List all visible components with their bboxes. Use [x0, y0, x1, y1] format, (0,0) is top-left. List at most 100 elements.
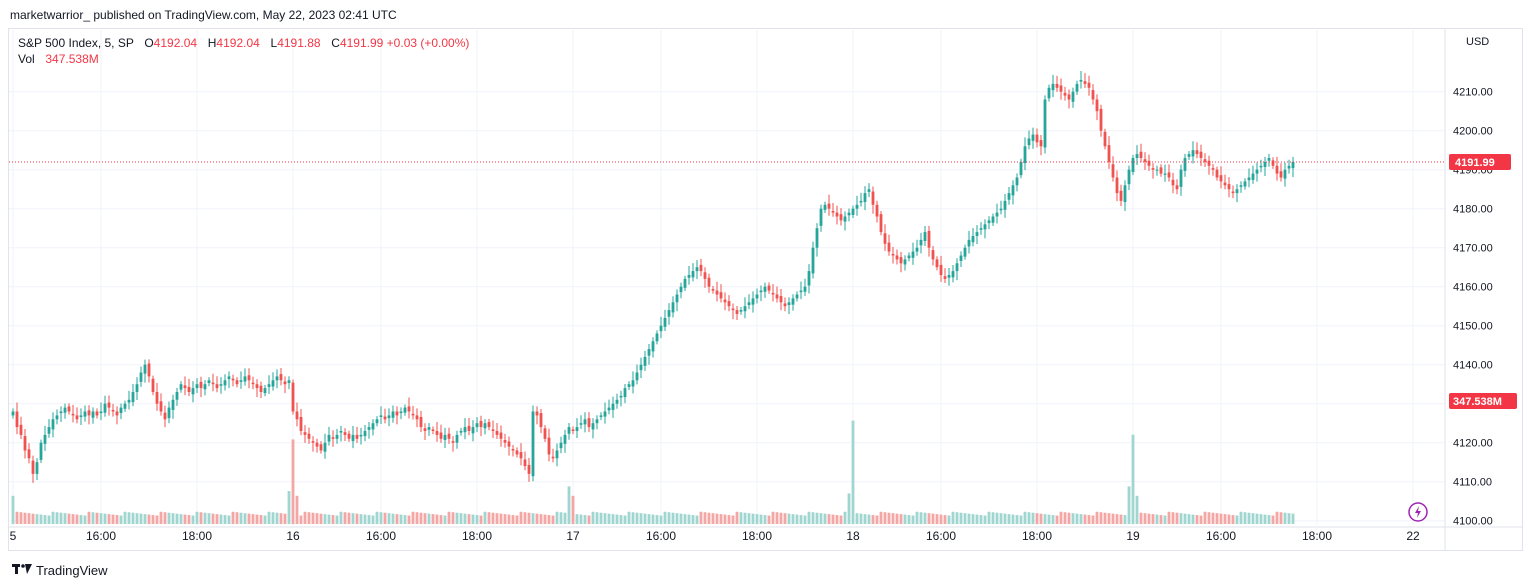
volume-bar [1083, 514, 1087, 524]
volume-bar [347, 512, 351, 524]
candle-body [787, 302, 791, 306]
lightning-icon[interactable] [1408, 502, 1428, 522]
volume-bar [195, 511, 199, 524]
volume-bar [299, 515, 303, 524]
candle-body [203, 384, 207, 390]
volume-bar [1195, 515, 1199, 524]
candle-body [159, 401, 163, 412]
candle-body [551, 456, 555, 459]
volume-bar [435, 514, 439, 524]
candle-body [423, 428, 427, 431]
candle-body [219, 384, 223, 386]
candle-body [1175, 185, 1179, 190]
candle-body [1111, 164, 1115, 178]
candle-body [1259, 165, 1263, 168]
volume-bar [391, 513, 395, 524]
volume-bar [403, 515, 407, 524]
volume-bar [467, 514, 471, 524]
volume-bar [611, 514, 615, 524]
candle-body [675, 294, 679, 303]
volume-bar [899, 514, 903, 524]
candle-body [823, 204, 827, 210]
candle-body [811, 247, 815, 274]
candle-body [387, 415, 391, 419]
volume-bar [1227, 514, 1231, 524]
candle-body [955, 263, 959, 272]
volume-bar [531, 513, 535, 524]
candle-body [699, 264, 703, 272]
candle-body [223, 380, 227, 386]
chart-frame[interactable] [8, 28, 1523, 551]
volume-bar [491, 512, 495, 524]
candle-body [1151, 168, 1155, 170]
candle-body [1211, 168, 1215, 170]
candle-body [1075, 83, 1079, 92]
volume-bar [1111, 513, 1115, 524]
volume-bar [411, 511, 415, 524]
volume-bar [699, 511, 703, 524]
volume-bar [871, 515, 875, 524]
volume-bar [555, 511, 559, 524]
volume-bar [287, 491, 291, 524]
candle-body [827, 203, 831, 209]
candle-body [1139, 151, 1143, 158]
candle-body [451, 441, 455, 443]
candle-body [31, 460, 35, 474]
volume-bar [819, 513, 823, 524]
candle-body [1251, 173, 1255, 180]
candle-body [355, 434, 359, 439]
volume-bar [211, 513, 215, 524]
volume-bar [163, 512, 167, 524]
candle-body [495, 431, 499, 435]
candle-body [619, 395, 623, 398]
candle-body [883, 233, 887, 244]
legend-high-label: H [207, 36, 217, 50]
candle-body [615, 399, 619, 404]
candle-body [599, 415, 603, 417]
volume-bar [631, 512, 635, 524]
volume-bar [487, 512, 491, 524]
candle-body [711, 289, 715, 291]
footer-brand-label: TradingView [36, 563, 108, 578]
volume-bar [1079, 514, 1083, 524]
volume-bar [1183, 513, 1187, 524]
volume-bar [1087, 515, 1091, 524]
x-tick-label: 16:00 [86, 529, 116, 543]
volume-bar [511, 515, 515, 524]
volume-bar [1267, 515, 1271, 524]
candle-body [519, 452, 523, 459]
volume-bar [607, 513, 611, 524]
candle-body [447, 433, 451, 439]
candle-body [1287, 165, 1291, 169]
legend-high-value: 4192.04 [216, 36, 260, 50]
candle-body [579, 423, 583, 425]
volume-bar [971, 514, 975, 524]
candle-body [463, 427, 467, 433]
volume-bar [75, 514, 79, 524]
candle-body [987, 220, 991, 224]
volume-bar [1095, 511, 1099, 524]
volume-bar [911, 515, 915, 524]
candle-body [255, 384, 259, 389]
volume-bar [1047, 514, 1051, 524]
volume-bar [691, 515, 695, 524]
candle-body [479, 420, 483, 428]
footer-brand[interactable]: TradingView [12, 563, 108, 578]
volume-bar [1191, 514, 1195, 524]
candle-body [1143, 159, 1147, 162]
candle-body [1275, 165, 1279, 174]
volume-bar [1119, 514, 1123, 524]
volume-bar [723, 514, 727, 524]
candle-body [1119, 190, 1123, 201]
candle-body [471, 427, 475, 434]
volume-bar [943, 515, 947, 524]
volume-bar [595, 512, 599, 524]
candle-body [499, 432, 503, 439]
volume-bar [243, 513, 247, 524]
x-tick-label: 18 [846, 529, 860, 543]
volume-bar [891, 513, 895, 524]
candle-body [207, 380, 211, 384]
x-tick-label: 16 [286, 529, 300, 543]
volume-bar [931, 513, 935, 524]
